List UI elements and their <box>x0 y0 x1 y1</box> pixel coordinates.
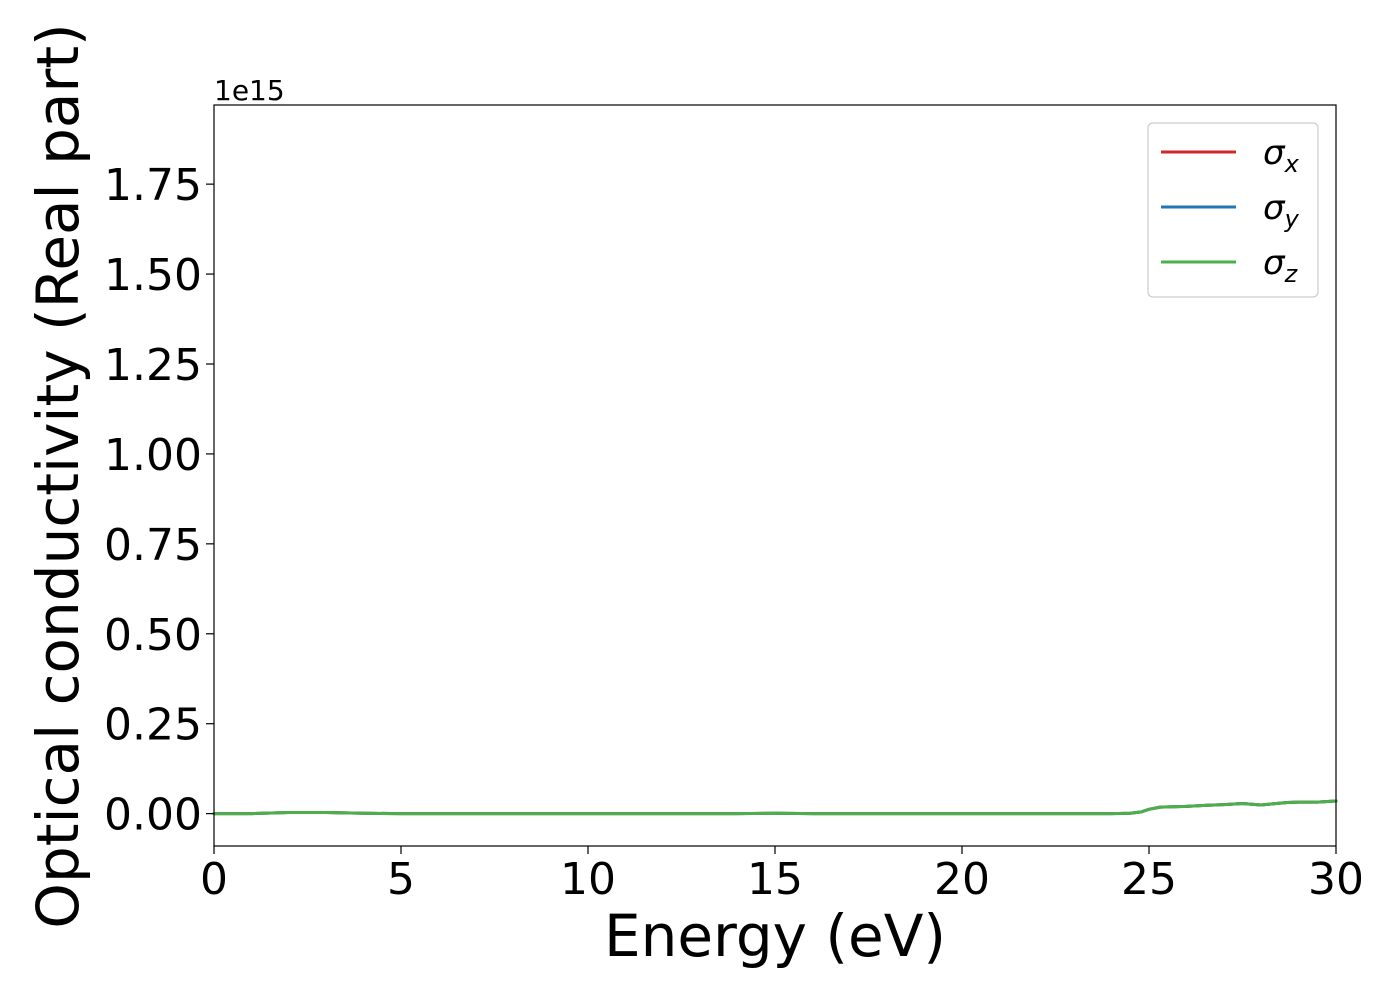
x-axis-label: Energy (eV) <box>604 902 946 970</box>
x-axis-ticks: 0 5 10 15 20 25 30 <box>200 846 1364 905</box>
y-tick-label: 1.75 <box>104 160 202 211</box>
series-layer <box>212 799 1338 816</box>
legend-label-y: σy <box>1263 188 1300 233</box>
x-tick-label: 25 <box>1121 854 1177 905</box>
legend-label-base: σ <box>1263 188 1286 228</box>
legend-label-subscript: z <box>1284 260 1299 288</box>
y-tick-label: 0.00 <box>104 790 202 841</box>
legend-label-x: σx <box>1263 133 1300 178</box>
y-axis-label: Optical conductivity (Real part) <box>24 23 92 928</box>
legend-box <box>1147 122 1319 298</box>
y-tick-label: 1.00 <box>104 430 202 481</box>
x-tick-label: 0 <box>200 854 228 905</box>
legend-label-base: σ <box>1263 243 1286 283</box>
x-tick-label: 30 <box>1308 854 1364 905</box>
legend-label-base: σ <box>1263 133 1286 173</box>
y-tick-label: 1.25 <box>104 340 202 391</box>
y-tick-label: 0.75 <box>104 520 202 571</box>
y-tick-label: 0.25 <box>104 700 202 751</box>
y-axis-ticks: 0.00 0.25 0.50 0.75 1.00 1.25 1.50 1.75 <box>104 160 214 841</box>
x-tick-label: 15 <box>747 854 803 905</box>
y-tick-label: 1.50 <box>104 250 202 301</box>
series-line-z <box>212 799 1338 816</box>
x-tick-label: 10 <box>560 854 616 905</box>
y-tick-label: 0.50 <box>104 610 202 661</box>
x-tick-label: 5 <box>387 854 415 905</box>
legend-label-subscript: y <box>1284 205 1300 233</box>
y-offset-label: 1e15 <box>214 74 285 107</box>
x-tick-label: 20 <box>934 854 990 905</box>
legend-label-z: σz <box>1263 243 1299 288</box>
legend-label-subscript: x <box>1284 150 1300 178</box>
